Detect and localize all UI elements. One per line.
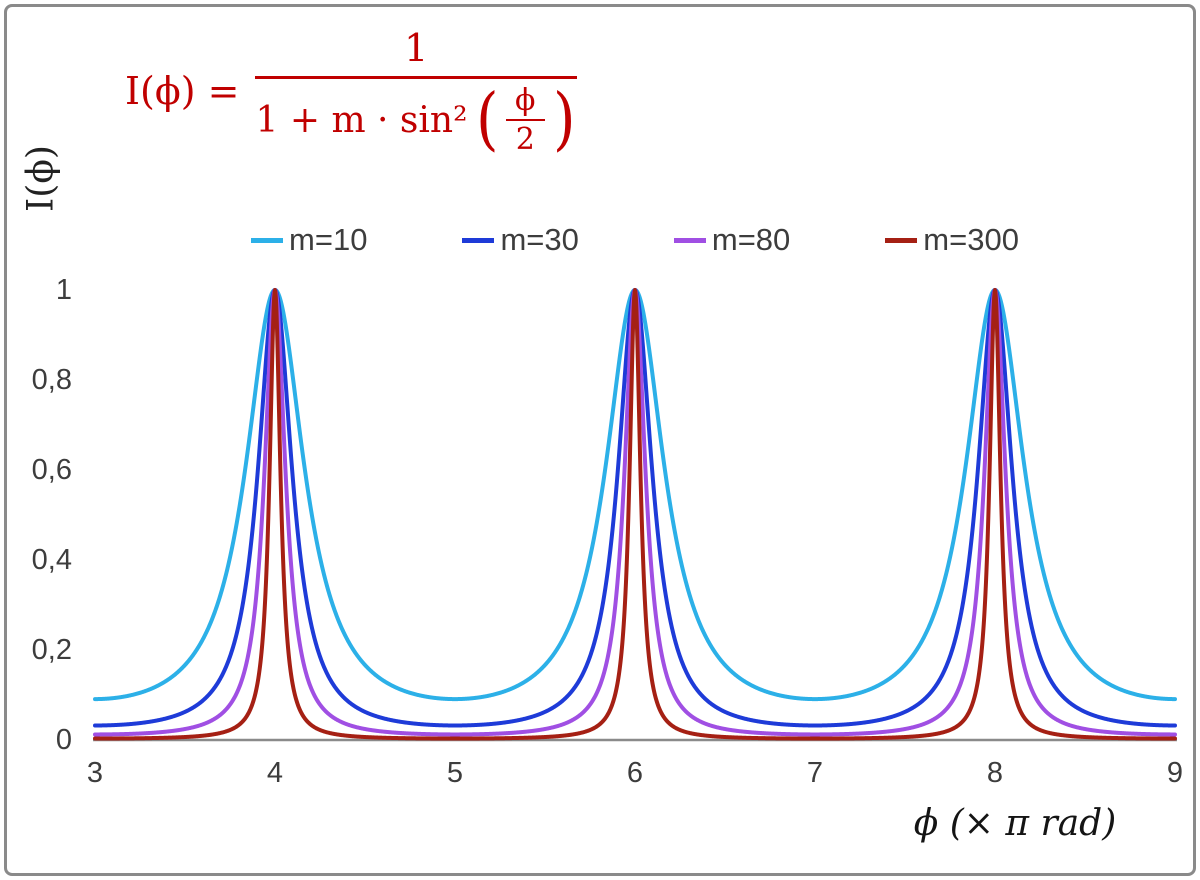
y-tick-label: 0,2: [31, 634, 72, 666]
legend-line-swatch: [251, 237, 284, 243]
legend-line-swatch: [462, 237, 495, 243]
inner-fraction-denominator: 2: [515, 122, 535, 157]
y-tick-label: 0: [55, 724, 72, 756]
x-tick-label: 8: [986, 757, 1004, 789]
legend-label: m=80: [711, 222, 791, 257]
y-tick-label: 0,8: [31, 364, 72, 396]
formula-lhs: I(ϕ) =: [125, 69, 240, 113]
legend-line-swatch: [673, 237, 706, 243]
legend-label: m=10: [289, 222, 368, 257]
formula-denominator: 1 + m · sin² ( ϕ 2 ): [255, 79, 577, 156]
legend: m=10 m=30 m=80 m=300: [95, 222, 1175, 258]
x-tick-label: 5: [446, 757, 464, 789]
formula-annotation: I(ϕ) = 1 1 + m · sin² ( ϕ 2 ): [125, 26, 578, 156]
inner-fraction-numerator: ϕ: [506, 84, 545, 121]
x-tick-label: 9: [1166, 757, 1184, 789]
x-tick-label: 3: [86, 757, 104, 789]
y-tick-label: 1: [55, 274, 72, 306]
y-tick-label: 0,6: [31, 454, 72, 486]
legend-label: m=300: [923, 222, 1019, 257]
legend-item-m10: m=10: [251, 222, 367, 258]
legend-line-swatch: [885, 237, 918, 243]
close-paren: ): [552, 80, 576, 160]
y-axis-title: I(ϕ): [20, 145, 62, 212]
legend-label: m=30: [500, 222, 579, 257]
formula-fraction: 1 1 + m · sin² ( ϕ 2 ): [255, 26, 578, 156]
legend-item-m80: m=80: [673, 222, 791, 258]
x-tick-label: 4: [266, 757, 284, 789]
legend-item-m300: m=300: [885, 222, 1019, 258]
formula-numerator: 1: [255, 26, 578, 79]
open-paren: (: [475, 80, 499, 160]
x-tick-label: 7: [806, 757, 824, 789]
x-axis-title: ϕ (× π rad): [913, 803, 1117, 844]
x-tick-label: 6: [626, 757, 644, 789]
y-tick-label: 0,4: [31, 544, 72, 576]
inner-fraction: ϕ 2: [506, 84, 545, 157]
formula-denominator-text: 1 + m · sin²: [255, 99, 468, 141]
legend-item-m30: m=30: [462, 222, 579, 258]
